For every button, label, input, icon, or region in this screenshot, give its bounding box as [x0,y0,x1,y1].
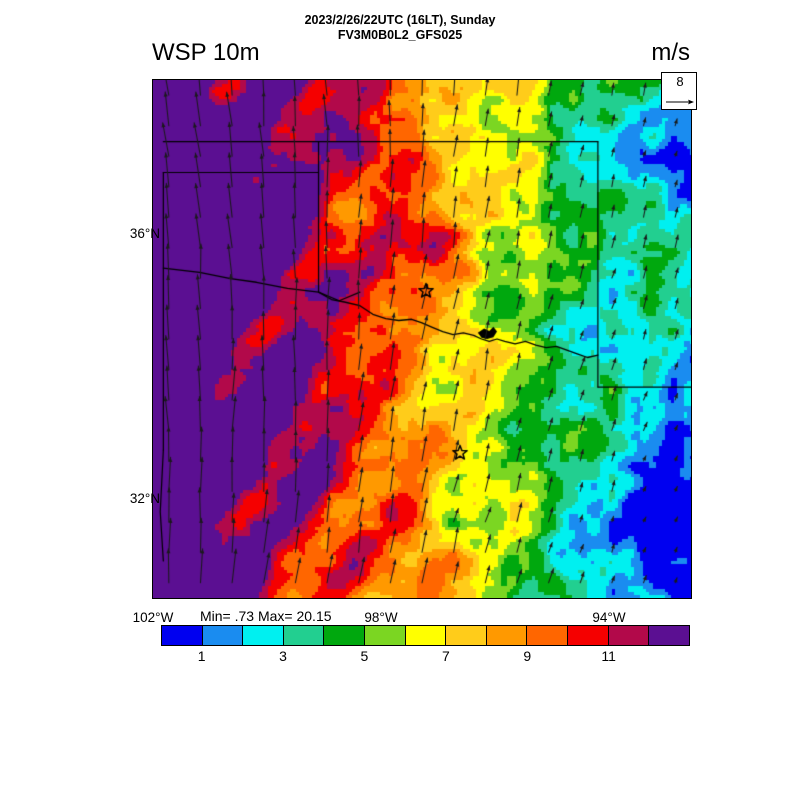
model-title: FV3M0B0L2_GFS025 [337,28,463,42]
wind-speed-heatmap [153,80,691,598]
lat-tick-36n: 36°N [129,226,160,241]
colorbar-band-4 [324,626,366,645]
colorbar-band-1 [202,626,244,645]
lon-tick-94w: 94°W [592,610,626,625]
lon-tick-102w: 102°W [132,610,174,625]
vector-reference-legend: 8 [661,72,697,110]
datetime-title: 2023/2/26/22UTC (16LT), Sunday [304,13,496,27]
minmax-statistics: Min= .73 Max= 20.15 [200,608,332,624]
colorbar-band-7 [446,626,487,645]
colorbar-band-2 [243,626,284,645]
colorbar-tick-9: 9 [523,648,532,664]
colorbar-band-12 [649,626,689,645]
title-block: 2023/2/26/22UTC (16LT), Sunday FV3M0B0L2… [0,13,800,43]
colorbar-tick-7: 7 [441,648,450,664]
colorbar-tick-5: 5 [360,648,369,664]
colorbar[interactable] [161,625,690,646]
colorbar-band-6 [405,626,447,645]
lon-tick-98w: 98°W [364,610,398,625]
right-arrow-icon [666,99,694,105]
colorbar-band-11 [608,626,650,645]
colorbar-band-0 [162,626,203,645]
colorbar-tick-1: 1 [197,648,206,664]
colorbar-band-3 [283,626,325,645]
colorbar-band-5 [365,626,406,645]
colorbar-band-9 [527,626,569,645]
colorbar-tick-labels: 1 3 5 7 9 11 [161,648,690,666]
map-plot-area[interactable] [152,79,692,599]
colorbar-tick-3: 3 [279,648,287,664]
colorbar-band-10 [568,626,609,645]
lat-tick-32n: 32°N [129,491,160,506]
colorbar-tick-11: 11 [601,648,616,664]
colorbar-band-8 [486,626,528,645]
vector-reference-value: 8 [676,74,684,89]
page-title: WSP 10m [152,39,260,66]
units-label: m/s [651,39,690,66]
